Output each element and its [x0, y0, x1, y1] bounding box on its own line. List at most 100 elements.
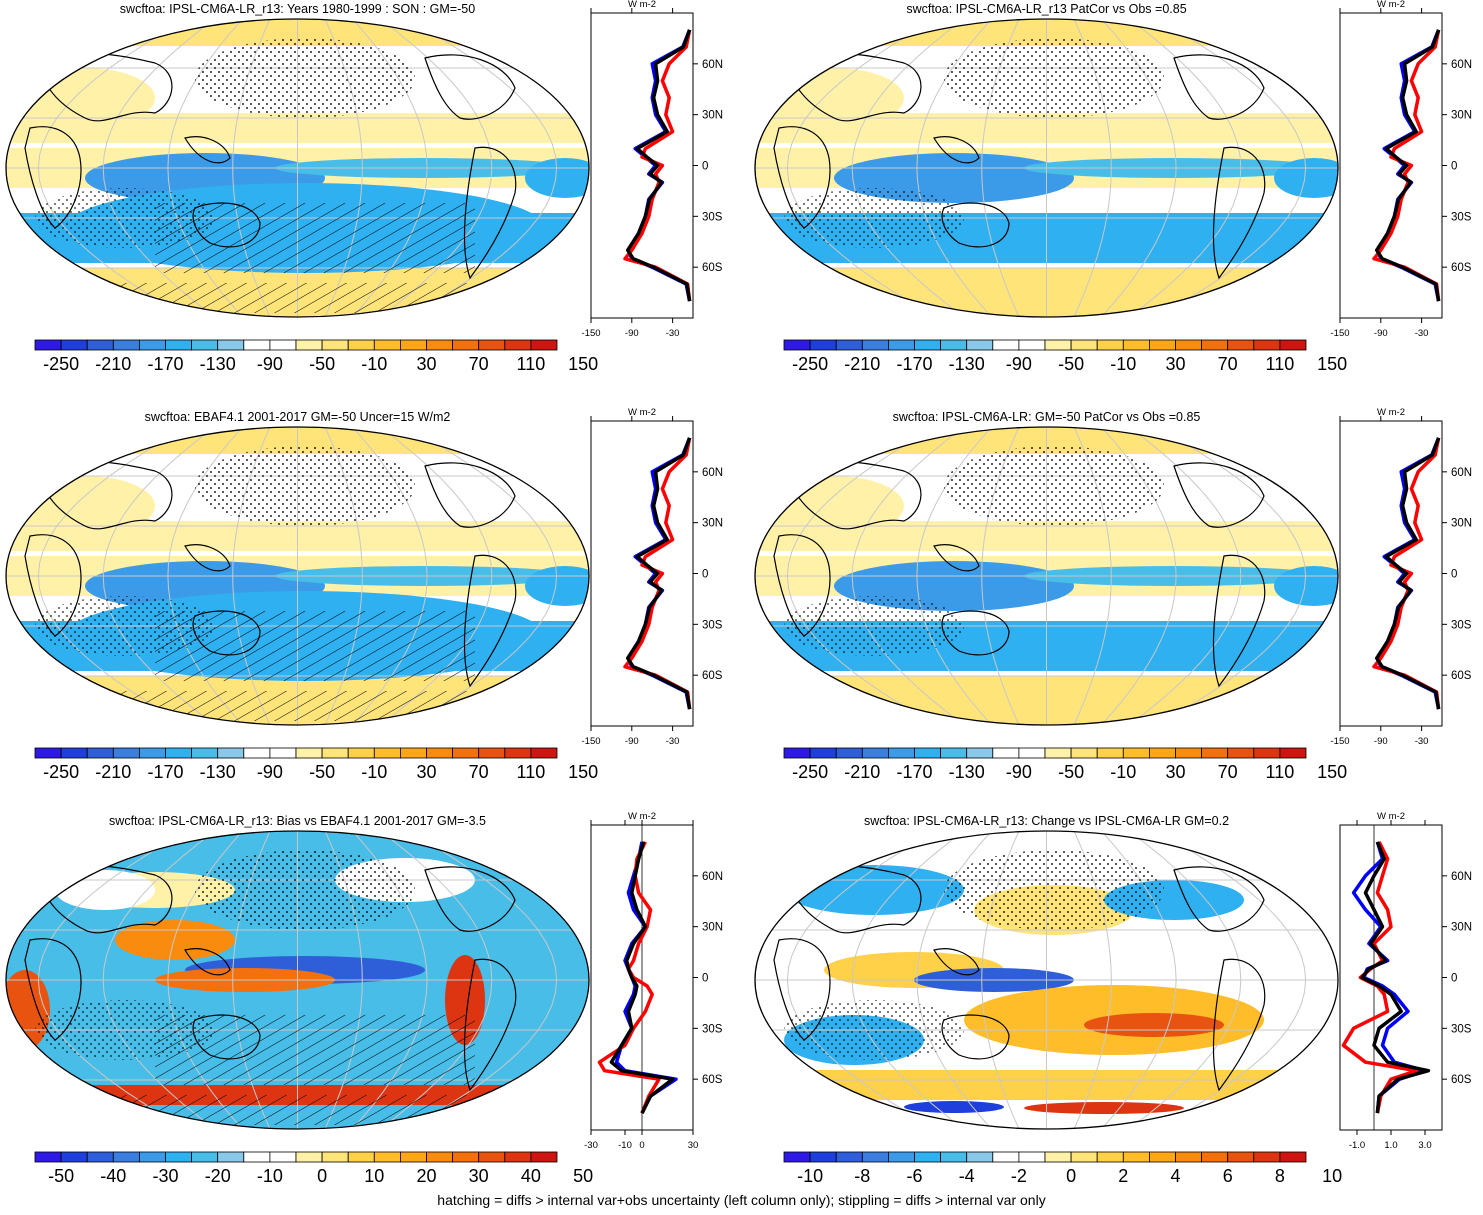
profile-xtick-label: -150	[581, 328, 600, 339]
colorbar-tick-label: -10	[1110, 762, 1136, 782]
colorbar-tick-label: 30	[1165, 354, 1185, 374]
profile-ytick-label: 30S	[702, 619, 723, 631]
profile-ytick-label: 60S	[1451, 262, 1472, 274]
colorbar-swatch	[243, 339, 271, 351]
profile-xtick-label: -1.0	[1349, 1140, 1365, 1151]
longitude-line	[1128, 19, 1242, 317]
profile-ytick-label: 60S	[702, 262, 723, 274]
coastline	[424, 866, 516, 932]
profile-series-line	[625, 437, 692, 710]
colorbar-tick-label: -250	[43, 354, 79, 374]
colorbar-swatch	[295, 339, 323, 351]
profile-ytick-label: 0	[1451, 973, 1457, 985]
colorbar-swatch	[60, 747, 88, 759]
colorbar-swatch	[295, 1151, 323, 1163]
colorbar-swatch	[504, 339, 532, 351]
profile-xtick-label: -30	[1415, 736, 1429, 747]
profile-frame	[590, 12, 694, 319]
robinson-map	[5, 18, 590, 318]
colorbar-swatch	[1279, 339, 1307, 351]
colorbar-swatch	[861, 1151, 889, 1163]
profile-series-line	[1360, 841, 1431, 1114]
colorbar-swatch	[1096, 339, 1124, 351]
colorbar-tick-label: -210	[844, 354, 880, 374]
colorbar-tick-label: -130	[949, 762, 985, 782]
colorbar-swatch	[452, 747, 480, 759]
stippling-area	[195, 38, 415, 118]
profile-xtick-label: -30	[1415, 328, 1429, 339]
change-red-band	[1024, 1102, 1184, 1114]
coastline	[184, 544, 231, 572]
profile-frame	[1339, 420, 1443, 727]
colorbar-swatch	[86, 339, 114, 351]
profile-ytick-label: 60N	[702, 59, 723, 71]
coastline	[184, 948, 231, 976]
colorbar-swatch	[426, 1151, 454, 1163]
colorbar-tick-label: 150	[568, 354, 598, 374]
colorbar-swatch	[373, 339, 401, 351]
profile-xtick-label: -10	[618, 1140, 632, 1151]
colorbar-swatch	[347, 747, 375, 759]
longitude-line	[1128, 427, 1242, 725]
colorbar-tick-label: -6	[906, 1166, 922, 1186]
map-border	[754, 830, 1339, 1130]
colorbar-swatch	[478, 339, 506, 351]
colorbar-swatch	[940, 747, 968, 759]
colorbar-swatch	[809, 339, 837, 351]
profile-xtick-label: 30	[688, 1140, 699, 1151]
colorbar-swatch	[530, 339, 558, 351]
eurasia-patch	[764, 476, 904, 536]
zonal-mean-profile: 60N 30N 0 30S 60S -30 -10 0 30 W m-2	[584, 811, 723, 1151]
npac-patch	[1134, 63, 1314, 113]
colorbar-tick-label: 150	[1317, 354, 1347, 374]
white-patch	[55, 870, 155, 910]
colorbar-swatch	[1044, 1151, 1072, 1163]
profile-ytick-label: 60S	[702, 670, 723, 682]
colorbar: -250 -210 -170 -130 -90 -50 -10 30 70 110 150	[783, 339, 1347, 374]
colorbar-swatch	[243, 1151, 271, 1163]
stippling-area	[195, 446, 415, 526]
profile-series-line	[609, 841, 675, 1114]
profile-ytick-label: 30N	[1451, 922, 1472, 934]
colorbar-tick-label: -210	[95, 762, 131, 782]
map-title: swcftoa: IPSL-CM6A-LR_r13 PatCor vs Obs …	[906, 2, 1187, 16]
colorbar-swatch	[1148, 1151, 1176, 1163]
profile-series-line	[1374, 437, 1441, 710]
coastline	[184, 136, 231, 164]
profile-xtick-label: 1.0	[1384, 1140, 1397, 1151]
hatching-area	[6, 1095, 589, 1125]
longitude-line	[1156, 427, 1307, 725]
colorbar-swatch	[165, 747, 193, 759]
colorbar-tick-label: 40	[521, 1166, 541, 1186]
profile-series-line	[597, 841, 661, 1114]
colorbar-tick-label: 8	[1275, 1166, 1285, 1186]
coastline	[1212, 554, 1266, 688]
profile-xtick-label: 0	[639, 1140, 644, 1151]
map-border	[754, 426, 1339, 726]
colorbar-tick-label: -90	[1006, 354, 1032, 374]
colorbar-swatch	[321, 339, 349, 351]
longitude-line	[1156, 831, 1307, 1129]
colorbar-swatch	[295, 747, 323, 759]
colorbar-swatch	[452, 1151, 480, 1163]
profile-ytick-label: 60N	[1451, 871, 1472, 883]
colorbar-tick-label: -8	[854, 1166, 870, 1186]
stippling-area	[784, 188, 964, 248]
colorbar-swatch	[399, 339, 427, 351]
colorbar-tick-label: -90	[1006, 762, 1032, 782]
coastline	[1173, 462, 1265, 528]
map-title: swcftoa: IPSL-CM6A-LR_r13: Years 1980-19…	[119, 2, 476, 16]
profile-ytick-label: 30S	[702, 211, 723, 223]
longitude-line	[786, 831, 937, 1129]
colorbar-tick-label: 30	[1165, 762, 1185, 782]
longitude-line	[786, 19, 937, 317]
profile-series-line	[1374, 29, 1441, 302]
colorbar-swatch	[60, 339, 88, 351]
colorbar-swatch	[992, 1151, 1020, 1163]
colorbar-swatch	[888, 747, 915, 759]
colorbar-swatch	[835, 747, 863, 759]
colorbar-swatch	[373, 1151, 401, 1163]
colorbar-swatch	[269, 339, 297, 351]
profile-xtick-label: -150	[1330, 328, 1349, 339]
longitude-line	[407, 427, 558, 725]
